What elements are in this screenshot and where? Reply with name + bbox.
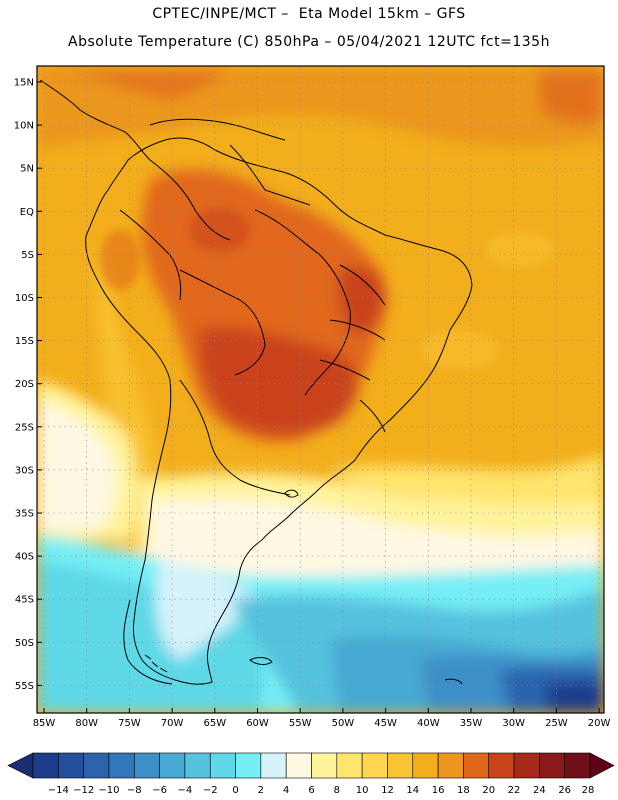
lat-label: 20S [15,379,34,390]
colorbar-label: 2 [258,785,264,796]
colorbar-swatch [412,752,439,779]
colorbar-swatch [260,752,287,779]
colorbar-label: 24 [533,785,546,796]
lat-label: 15S [15,336,34,347]
lat-label: 5N [20,164,34,175]
falkland-islands [249,657,273,665]
lon-label: 30W [502,718,525,729]
colorbar: −14 −12 −10 −8 −6 −4 −2 0 2 4 6 8 10 12 14 16 18 20 22 24 26… [7,752,615,796]
bolivia-border [179,269,266,376]
lat-label: 15N [14,78,34,89]
lon-label: 20W [588,718,611,729]
lon-label: 65W [203,718,226,729]
colorbar-label: 0 [232,785,238,796]
brazil-border [254,209,351,396]
south-georgia [444,678,463,685]
lon-label: 40W [417,718,440,729]
lat-label: 5S [21,250,34,261]
colorbar-label: −12 [73,785,94,796]
caribbean-coast [149,118,286,141]
chile-coast-islands [123,599,173,685]
colorbar-swatch [133,752,160,779]
longitude-axis: 85W 80W 75W 70W 65W 60W 55W 50W 45W 40W 35W 30W 25W 2… [33,708,611,729]
colorbar-swatch [58,752,84,779]
lat-label: 45S [15,595,34,606]
lat-label: EQ [20,207,34,218]
latitude-axis: 15N 10N 5N EQ 5S 10S 15S 20S 25S 30S 35S 40S 45S 50S 5… [14,78,42,692]
colorbar-swatch [361,752,388,779]
lat-label: 30S [15,465,34,476]
colorbar-swatch [387,752,414,779]
central-america-coast [39,79,151,161]
colorbar-swatch [463,752,490,779]
colorbar-swatch [564,752,591,779]
colorbar-swatch [159,752,186,779]
lon-label: 70W [161,718,184,729]
colorbar-swatch [83,752,110,779]
colorbar-label: −8 [127,785,142,796]
lat-label: 10N [14,121,34,132]
colorbar-swatch [32,752,59,779]
colorbar-swatch [539,752,565,779]
colorbar-swatch [235,752,262,779]
lon-label: 75W [118,718,141,729]
colorbar-label: −10 [98,785,119,796]
colorbar-label: −4 [178,785,193,796]
lat-label: 55S [15,681,34,692]
colorbar-swatch [311,752,338,779]
peru-border [119,209,182,301]
colorbar-label: −6 [152,785,167,796]
colorbar-swatch [184,752,211,779]
lagoa-dos-patos [284,489,299,498]
colorbar-label: 8 [334,785,340,796]
colorbar-label: 12 [381,785,394,796]
lon-label: 85W [33,718,56,729]
south-america-coastline [85,137,473,685]
colorbar-label: −2 [203,785,218,796]
argentina-border [179,379,291,496]
lat-label: 10S [15,293,34,304]
colorbar-label: −14 [48,785,69,796]
venezuela-border [229,144,311,206]
lat-label: 40S [15,552,34,563]
chart-title-line-1: CPTEC/INPE/MCT – Eta Model 15km – GFS [152,6,466,22]
colorbar-swatch [108,752,135,779]
lat-label: 35S [15,509,34,520]
lat-label: 50S [15,638,34,649]
colorbar-high-arrow [589,752,615,779]
colorbar-label: 16 [432,785,445,796]
lon-label: 60W [246,718,269,729]
colorbar-label: 18 [457,785,470,796]
temperature-field [37,66,604,713]
colorbar-low-arrow [7,752,34,779]
lon-label: 35W [460,718,483,729]
colorbar-label: 26 [558,785,571,796]
colorbar-label: 6 [308,785,314,796]
lon-label: 45W [374,718,397,729]
chart-title-line-2: Absolute Temperature (C) 850hPa – 05/04/… [68,34,550,50]
lon-label: 80W [75,718,98,729]
colorbar-label: 20 [482,785,495,796]
colorbar-label: 28 [582,785,595,796]
colorbar-swatch [437,752,464,779]
lon-label: 25W [545,718,568,729]
colorbar-swatch [488,752,515,779]
coastline-and-borders [39,79,473,685]
colorbar-swatch [285,752,312,779]
graticule [37,66,604,713]
colorbar-swatch [209,752,236,779]
brazil-state-lines [319,264,386,433]
colorbar-label: 22 [508,785,521,796]
lon-label: 50W [332,718,355,729]
colorbar-swatch [336,752,363,779]
map-frame [36,65,605,714]
colorbar-label: 4 [283,785,289,796]
lat-label: 25S [15,422,34,433]
lon-label: 55W [289,718,312,729]
colorbar-label: 10 [356,785,369,796]
colorbar-swatch [513,752,540,779]
colorbar-label: 14 [406,785,419,796]
colombia-border [149,159,231,241]
